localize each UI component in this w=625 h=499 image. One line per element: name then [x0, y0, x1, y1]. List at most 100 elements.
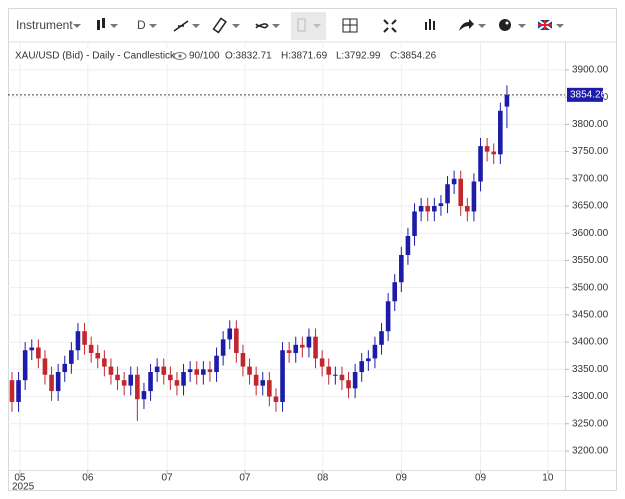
- candle-body: [484, 146, 490, 152]
- candle-body: [478, 146, 483, 182]
- candle-body: [247, 366, 252, 375]
- x-tick-label: 05: [14, 473, 26, 484]
- candle-body: [319, 358, 325, 367]
- visibility-icon[interactable]: [173, 52, 187, 60]
- candle-body: [75, 331, 81, 351]
- y-tick-label: 3800.00: [572, 119, 609, 130]
- x-tick-label: 10: [542, 473, 554, 484]
- last-price-box: [567, 87, 603, 102]
- candle-body: [286, 350, 292, 353]
- chart-legend: XAU/USD (Bid) - Daily - Candlestick 90/1…: [12, 48, 437, 64]
- y-tick-label: 3200.00: [572, 446, 609, 457]
- candle-body: [82, 331, 87, 345]
- x-tick-label: 09: [396, 473, 408, 484]
- candle-body: [471, 181, 477, 212]
- candle-body: [207, 369, 213, 373]
- y-tick-label: 3600.00: [572, 228, 609, 239]
- candles: [9, 85, 510, 422]
- candle-body: [154, 366, 160, 373]
- x-tick-label: 09: [475, 473, 487, 484]
- dropdown-arrow: [149, 24, 157, 28]
- candle-body: [22, 350, 28, 381]
- last-price-label: 3854.26: [570, 89, 607, 100]
- candle-body: [405, 235, 411, 255]
- x-tick-label: 06: [82, 473, 94, 484]
- candle-body: [55, 372, 61, 392]
- period-button[interactable]: D: [137, 18, 146, 32]
- candle-body: [300, 344, 305, 348]
- candle-body: [273, 396, 279, 402]
- candle-body: [36, 347, 41, 359]
- volume-button[interactable]: [425, 19, 435, 30]
- candle-body: [352, 372, 358, 389]
- candle-body: [372, 344, 378, 359]
- candle-body: [88, 344, 94, 353]
- candle-body: [115, 374, 120, 381]
- chart-type-button[interactable]: [97, 18, 118, 30]
- candle-body: [346, 380, 351, 389]
- candle-body: [293, 344, 299, 353]
- candle-body: [359, 361, 365, 373]
- candle-body: [333, 374, 338, 376]
- candle-body: [418, 206, 424, 212]
- candle-body: [16, 380, 21, 402]
- delete-button[interactable]: [291, 12, 326, 40]
- candle-body: [438, 203, 444, 207]
- candle-body: [392, 282, 398, 302]
- candle-body: [326, 366, 332, 375]
- candle-body: [121, 380, 127, 386]
- candle-body: [161, 366, 167, 375]
- x-tick-label: 07: [239, 473, 251, 484]
- candle-body: [234, 328, 239, 353]
- candle-body: [313, 336, 318, 359]
- y-tick-label: 3700.00: [572, 173, 609, 184]
- y-tick-label: 3300.00: [572, 391, 609, 402]
- candle-body: [504, 94, 510, 107]
- candle-body: [148, 372, 153, 392]
- legend-symbol: XAU/USD (Bid) - Daily - Candlestick: [15, 51, 176, 62]
- candle-body: [141, 391, 147, 400]
- candle-body: [385, 301, 391, 332]
- candle-body: [260, 380, 266, 386]
- candle-body: [465, 206, 470, 212]
- y-tick-label: 3350.00: [572, 364, 609, 375]
- candle-body: [451, 178, 457, 185]
- crosshair-button[interactable]: [342, 18, 358, 33]
- candle-body: [62, 363, 68, 373]
- candle-body: [227, 328, 233, 340]
- candle-body: [49, 374, 54, 392]
- legend-open: O:3832.71: [225, 51, 272, 62]
- candle-body: [181, 372, 186, 386]
- candle-body: [29, 347, 35, 351]
- y-tick-label: 3750.00: [572, 146, 609, 157]
- candle-body: [135, 374, 140, 400]
- candle-body: [201, 369, 206, 375]
- grid: [8, 42, 565, 470]
- year-label: 2025: [12, 482, 35, 493]
- candle-body: [168, 374, 173, 381]
- candle-body: [458, 178, 464, 207]
- y-tick-label: 3450.00: [572, 310, 609, 321]
- x-tick-label: 07: [161, 473, 173, 484]
- legend-high: H:3871.69: [281, 51, 328, 62]
- line-tool-button[interactable]: [173, 20, 200, 32]
- candle-body: [187, 369, 193, 373]
- candle-body: [491, 151, 497, 155]
- language-button[interactable]: [537, 19, 564, 31]
- candle-body: [194, 369, 200, 375]
- candle-body: [42, 358, 48, 375]
- ruler-button[interactable]: [212, 17, 240, 34]
- candle-body: [240, 352, 246, 367]
- candle-body: [9, 380, 15, 402]
- indicator-button[interactable]: [255, 23, 280, 29]
- y-tick-label: 3900.00: [572, 65, 609, 76]
- candle-body: [498, 110, 503, 155]
- instrument-button[interactable]: Instrument: [16, 18, 73, 32]
- candle-body: [95, 352, 101, 359]
- candle-body: [432, 206, 437, 212]
- toolbar: Instrument D: [9, 9, 616, 43]
- theme-button[interactable]: [499, 19, 526, 31]
- candle-body: [69, 350, 74, 364]
- fullscreen-button[interactable]: [383, 19, 397, 33]
- share-button[interactable]: [459, 19, 486, 31]
